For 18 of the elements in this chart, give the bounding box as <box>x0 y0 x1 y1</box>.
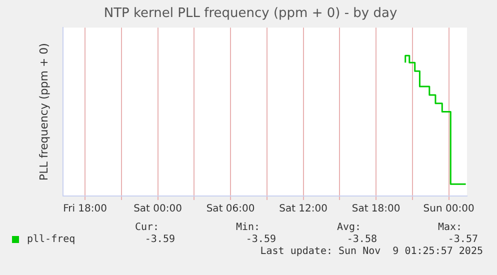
text: -3.59 <box>244 234 276 245</box>
x-tick-label: Sat 12:00 <box>279 204 328 215</box>
text: -3.57 <box>446 234 478 245</box>
x-tick-label: Fri 18:00 <box>63 204 107 215</box>
text: -3.59 <box>144 234 175 245</box>
x-tick-label: Sat 00:00 <box>134 204 182 215</box>
x-tick-label: Sat 06:00 <box>206 204 255 215</box>
text: Last update: Sun Nov 9 01:25:57 2025 <box>260 246 483 257</box>
text: Cur: <box>135 222 160 233</box>
text: Avg: <box>337 222 362 233</box>
x-tick-label: Sat 18:00 <box>352 204 400 215</box>
text: -3.58 <box>346 234 377 245</box>
chart-title: NTP kernel PLL frequency (ppm + 0) - by day <box>104 6 398 22</box>
text: Min: <box>236 222 262 233</box>
text: Max: <box>438 222 464 233</box>
legend-label: pll-freq <box>27 234 76 245</box>
x-tick-label: Sun 00:00 <box>423 204 474 215</box>
y-axis-title: PLL frequency (ppm + 0) <box>37 43 50 181</box>
